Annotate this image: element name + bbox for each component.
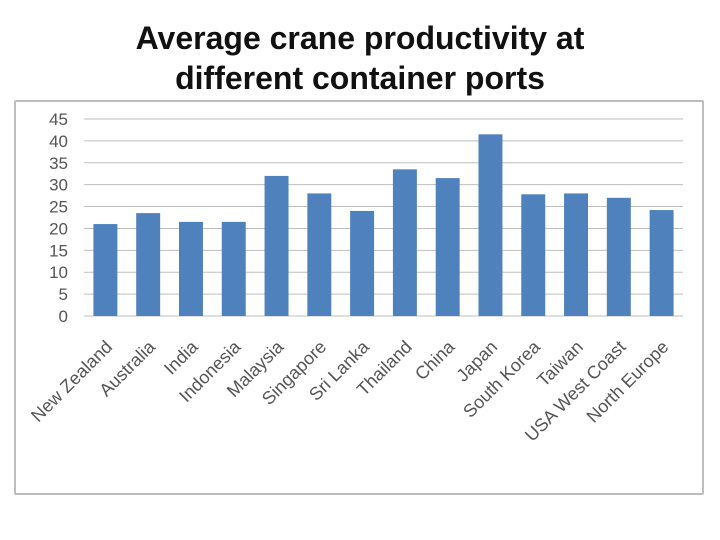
bars: [93, 134, 674, 316]
y-tick-label: 15: [49, 241, 68, 260]
title-line-1: Average crane productivity at: [135, 20, 585, 56]
y-tick-label: 10: [49, 263, 68, 282]
y-tick-label: 0: [59, 307, 68, 326]
y-tick-label: 20: [49, 219, 68, 238]
bar: [221, 221, 246, 316]
bar: [521, 194, 546, 316]
bar: [478, 134, 503, 316]
y-tick-label: 35: [49, 154, 68, 173]
y-tick-label: 45: [49, 110, 68, 129]
bar: [564, 193, 589, 316]
y-axis-tick-labels: 0 5 10 15 20 25 30 35 40 45: [49, 110, 68, 326]
bar: [307, 193, 332, 316]
y-tick-label: 40: [49, 132, 68, 151]
page-title: Average crane productivity at different …: [60, 18, 660, 98]
bar: [136, 213, 161, 316]
bar: [93, 224, 118, 316]
y-tick-label: 25: [49, 198, 68, 217]
x-tick-label: China: [411, 336, 459, 384]
bar: [435, 178, 460, 316]
bar: [264, 175, 289, 316]
bar: [350, 210, 375, 316]
gridlines: [84, 118, 683, 317]
bar: [649, 210, 674, 316]
y-tick-label: 30: [49, 176, 68, 195]
y-tick-label: 5: [59, 285, 68, 304]
bar: [606, 197, 631, 316]
bar: [392, 169, 417, 316]
bar: [178, 221, 203, 316]
title-line-2: different container ports: [175, 60, 545, 96]
